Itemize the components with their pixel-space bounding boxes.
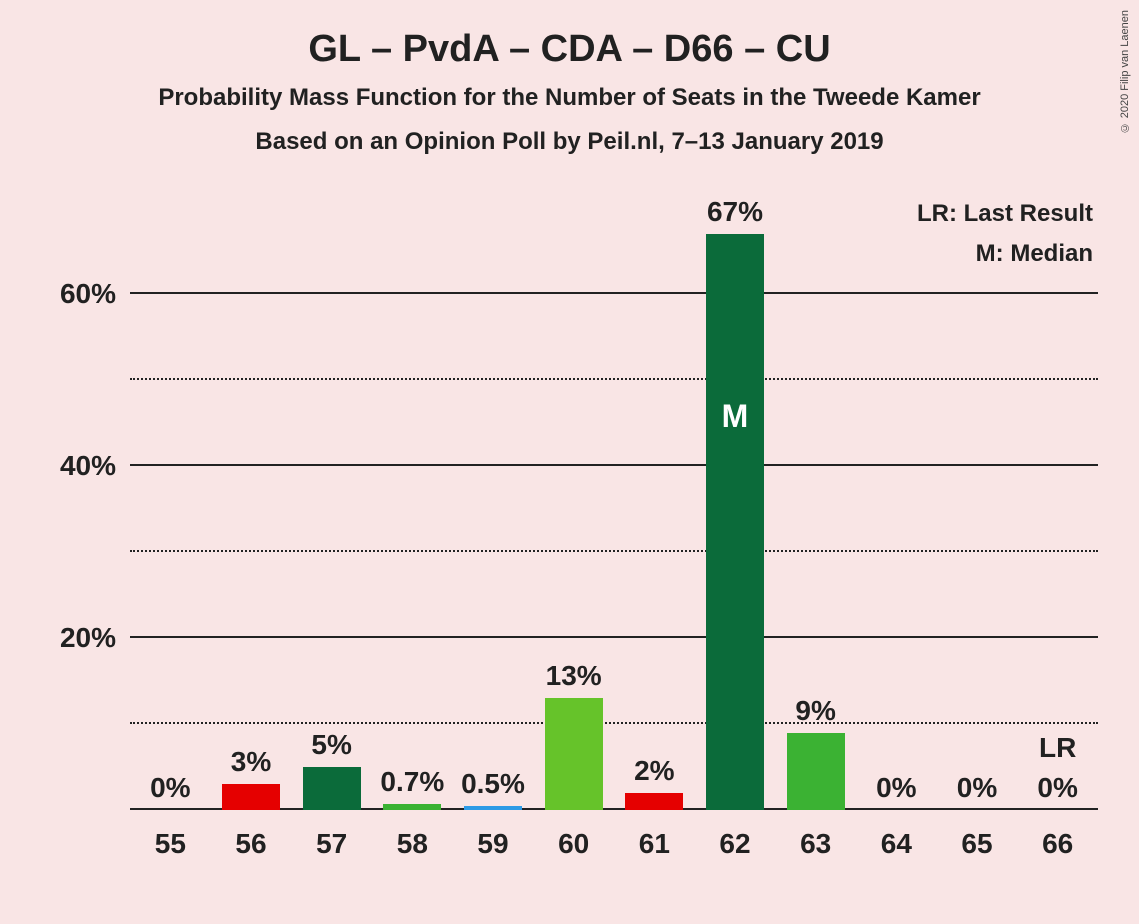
x-tick-label: 60 (558, 810, 589, 860)
bar-value-label: 13% (546, 660, 602, 698)
y-tick-label: 20% (60, 622, 130, 654)
bar-value-label: 0% (150, 772, 190, 810)
bar-value-label: 67% (707, 196, 763, 234)
x-tick-label: 63 (800, 810, 831, 860)
bar-slot: 13%60 (533, 208, 614, 810)
bar-value-label: 0.5% (461, 768, 525, 806)
x-tick-label: 64 (881, 810, 912, 860)
bar-value-label: 3% (231, 746, 271, 784)
bar-value-label: 0% (957, 772, 997, 810)
bar-value-label: 0.7% (380, 766, 444, 804)
x-tick-label: 66 (1042, 810, 1073, 860)
bar-slot: 3%56 (211, 208, 292, 810)
x-tick-label: 65 (961, 810, 992, 860)
chart-area: 20%40%60%0%553%565%570.7%580.5%5913%602%… (130, 208, 1098, 810)
x-tick-label: 56 (235, 810, 266, 860)
bar (222, 784, 280, 810)
bar-slot: 0%66LR (1017, 208, 1098, 810)
y-tick-label: 60% (60, 278, 130, 310)
bar-slot: 9%63 (775, 208, 856, 810)
bar-slot: 0%55 (130, 208, 211, 810)
chart-subtitle-2: Based on an Opinion Poll by Peil.nl, 7–1… (0, 128, 1139, 156)
copyright-text: © 2020 Filip van Laenen (1119, 10, 1131, 133)
bar-slot: 0%65 (937, 208, 1018, 810)
x-tick-label: 58 (397, 810, 428, 860)
x-tick-label: 61 (639, 810, 670, 860)
chart-subtitle-1: Probability Mass Function for the Number… (0, 84, 1139, 112)
bar (787, 733, 845, 810)
x-tick-label: 59 (477, 810, 508, 860)
bar-value-label: 0% (876, 772, 916, 810)
bar-value-label: 9% (795, 695, 835, 733)
y-tick-label: 40% (60, 450, 130, 482)
bar (545, 698, 603, 810)
last-result-marker: LR (1039, 732, 1076, 764)
bar-slot: 0.5%59 (453, 208, 534, 810)
bar-slot: 2%61 (614, 208, 695, 810)
bar-slot: 5%57 (291, 208, 372, 810)
x-tick-label: 62 (719, 810, 750, 860)
x-tick-label: 55 (155, 810, 186, 860)
bar-slot: 0%64 (856, 208, 937, 810)
bar-value-label: 2% (634, 755, 674, 793)
bar-value-label: 5% (311, 729, 351, 767)
median-marker: M (722, 398, 749, 435)
chart-title: GL – PvdA – CDA – D66 – CU (0, 28, 1139, 71)
bar: M (706, 234, 764, 810)
bar-slot: M67%62 (695, 208, 776, 810)
bar (303, 767, 361, 810)
bar-value-label: 0% (1037, 772, 1077, 810)
bar-slot: 0.7%58 (372, 208, 453, 810)
x-tick-label: 57 (316, 810, 347, 860)
bar (625, 793, 683, 810)
